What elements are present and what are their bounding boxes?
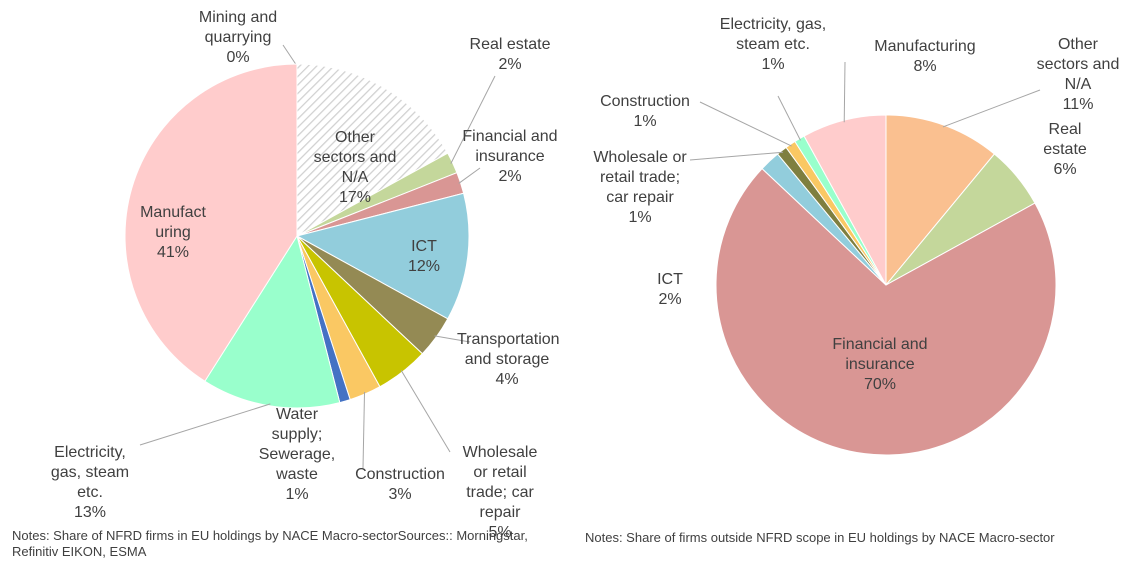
note-line: Notes: Share of NFRD firms in EU holding… — [12, 528, 398, 543]
note-line: Notes: Share of firms outside NFRD scope… — [585, 530, 1055, 545]
category-label: Wholesale or retail trade; car repair — [593, 149, 687, 206]
pie-slice — [296, 63, 449, 237]
pie-slice — [803, 114, 887, 286]
value-label: 2% — [658, 291, 682, 308]
value-label: 4% — [495, 371, 519, 388]
value-label: 11% — [1062, 96, 1094, 113]
slice-label: Real estate 6% — [1030, 120, 1100, 180]
value-label: 6% — [1053, 161, 1077, 178]
value-label: 1% — [633, 113, 657, 130]
value-label: 5% — [488, 524, 512, 541]
note-line: Sources:: Morningstar, Refinitiv EIKON, … — [12, 528, 528, 559]
value-label: 1% — [285, 486, 309, 503]
slice-label: Electricity, gas, steam etc. 1% — [718, 15, 828, 75]
pie-slice — [124, 63, 298, 382]
slice-label: Manufacturing 41% — [137, 203, 209, 263]
category-label: ICT — [657, 271, 683, 288]
slice-label: Mining and quarrying 0% — [183, 8, 293, 68]
category-label: Other sectors and N/A — [313, 129, 397, 186]
slice-label: Wholesale or retail trade; car repair 5% — [455, 443, 545, 543]
pie-slice — [204, 234, 341, 409]
value-label: 1% — [628, 209, 652, 226]
leader-line — [450, 75, 496, 164]
category-label: Electricity, gas, steam etc. — [719, 16, 827, 53]
category-label: Construction — [600, 93, 690, 110]
slice-label: Construction 1% — [585, 92, 705, 132]
value-label: 8% — [913, 58, 937, 75]
category-label: ICT — [411, 238, 437, 255]
slice-label: Other sectors and N/A 17% — [308, 128, 403, 208]
notes: Notes: Share of firms outside NFRD scope… — [585, 530, 1125, 546]
leader-line — [689, 151, 784, 161]
slice-label: Manufacturing 8% — [855, 37, 995, 77]
value-label: 70% — [863, 376, 897, 393]
value-label: 2% — [498, 56, 522, 73]
leader-line — [843, 61, 846, 123]
value-label: 17% — [338, 189, 372, 206]
slice-label: Wholesale or retail trade; car repair 1% — [590, 148, 690, 228]
slice-label: Transportation and storage 4% — [457, 330, 560, 390]
value-label: 1% — [761, 56, 785, 73]
leader-line — [282, 44, 298, 67]
category-label: Real estate — [1043, 121, 1087, 158]
notes: Notes: Share of NFRD firms in EU holding… — [12, 528, 552, 560]
leader-line — [777, 95, 801, 141]
category-label: Transportation and storage — [457, 331, 560, 368]
value-label: 41% — [156, 244, 190, 261]
leader-line — [139, 403, 271, 446]
slice-label: ICT 12% — [394, 237, 454, 277]
category-label: Electricity, gas, steam etc. — [50, 444, 130, 501]
category-label: Manufacturing — [874, 38, 976, 55]
category-label: Mining and quarrying — [198, 9, 278, 46]
category-label: Wholesale or retail trade; car repair — [462, 444, 538, 521]
pie-slice — [885, 114, 996, 287]
category-label: Real estate — [469, 36, 551, 53]
slice-label: Electricity, gas, steam etc. 13% — [40, 443, 140, 523]
value-label: 13% — [73, 504, 107, 521]
category-label: Construction — [355, 466, 445, 483]
slice-label: Financial and insurance 2% — [460, 127, 560, 187]
slice-label: Construction 3% — [350, 465, 450, 505]
category-label: Other sectors and N/A — [1036, 36, 1120, 93]
category-label: Financial and insurance — [462, 128, 558, 165]
slice-label: ICT 2% — [640, 270, 700, 310]
pie-slice — [715, 167, 1057, 456]
leader-line — [362, 392, 366, 469]
leader-line — [400, 370, 451, 453]
value-label: 0% — [226, 49, 250, 66]
slice-label: Financial and insurance 70% — [820, 335, 940, 395]
pie-slice — [295, 192, 470, 320]
leader-line — [434, 335, 471, 343]
slice-label: Real estate 2% — [460, 35, 560, 75]
value-label: 3% — [388, 486, 412, 503]
value-label: 12% — [407, 258, 441, 275]
slice-label: Water supply; Sewerage, waste 1% — [252, 405, 342, 505]
slice-label: Other sectors and N/A 11% — [1033, 35, 1123, 115]
category-label: Manufacturing — [140, 204, 206, 241]
leader-line — [699, 101, 792, 147]
leader-line — [942, 89, 1041, 128]
value-label: 2% — [498, 168, 522, 185]
category-label: Water supply; Sewerage, waste — [258, 406, 336, 483]
leader-line — [458, 167, 481, 184]
category-label: Financial and insurance — [832, 336, 928, 373]
